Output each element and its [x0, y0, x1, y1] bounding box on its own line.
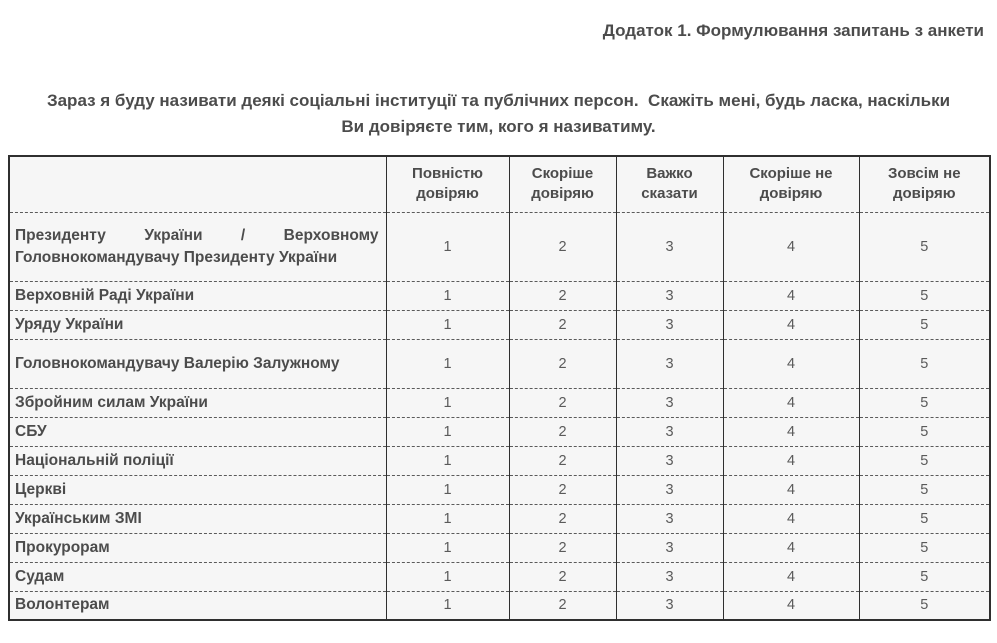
header-row: Повністю довіряю Скоріше довіряю Важко с…	[9, 156, 990, 212]
scale-value: 4	[722, 474, 859, 504]
scale-value: 1	[385, 561, 509, 591]
scale-value: 2	[508, 590, 616, 620]
table-row: Церкві 1 2 3 4 5	[9, 474, 990, 504]
scale-value: 5	[858, 280, 990, 310]
intro-paragraph: Зараз я буду називати деякі соціальні ін…	[46, 91, 955, 136]
scale-value: 2	[508, 387, 616, 417]
scale-value: 3	[615, 445, 723, 475]
table-row: Прокурорам 1 2 3 4 5	[9, 532, 990, 562]
scale-value: 5	[858, 561, 990, 591]
header-cell-fully-trust: Повністю довіряю	[385, 156, 509, 212]
scale-value: 4	[722, 309, 859, 339]
scale-value: 5	[858, 590, 990, 620]
scale-value: 4	[722, 416, 859, 446]
scale-value: 3	[615, 416, 723, 446]
row-label: Волонтерам	[9, 590, 386, 620]
scale-value: 3	[615, 532, 723, 562]
table-row: Українським ЗМІ 1 2 3 4 5	[9, 503, 990, 533]
scale-value: 1	[385, 532, 509, 562]
row-label: Національній поліції	[9, 445, 386, 475]
scale-value: 3	[615, 280, 723, 310]
scale-value: 1	[385, 211, 509, 281]
table-row: Судам 1 2 3 4 5	[9, 561, 990, 591]
table-body: Президенту України / Верховному Головнок…	[9, 211, 990, 620]
row-label: Церкві	[9, 474, 386, 504]
scale-value: 2	[508, 503, 616, 533]
scale-value: 2	[508, 532, 616, 562]
table-row: СБУ 1 2 3 4 5	[9, 416, 990, 446]
scale-value: 5	[858, 416, 990, 446]
row-label: Президенту України / Верховному Головнок…	[9, 211, 386, 281]
row-label: СБУ	[9, 416, 386, 446]
scale-value: 5	[858, 503, 990, 533]
scale-value: 2	[508, 474, 616, 504]
table-row: Президенту України / Верховному Головнок…	[9, 211, 990, 281]
scale-value: 3	[615, 387, 723, 417]
scale-value: 1	[385, 445, 509, 475]
scale-value: 4	[722, 561, 859, 591]
scale-value: 3	[615, 474, 723, 504]
scale-value: 5	[858, 474, 990, 504]
scale-value: 1	[385, 309, 509, 339]
scale-value: 2	[508, 416, 616, 446]
scale-value: 5	[858, 309, 990, 339]
scale-value: 5	[858, 387, 990, 417]
row-label: Головнокомандувачу Валерію Залужному	[9, 338, 386, 388]
header-cell-hard-to-say: Важко сказати	[615, 156, 723, 212]
trust-scale-table: Повністю довіряю Скоріше довіряю Важко с…	[8, 155, 991, 621]
table-row: Уряду України 1 2 3 4 5	[9, 309, 990, 339]
scale-value: 2	[508, 211, 616, 281]
scale-value: 5	[858, 338, 990, 388]
table-header: Повністю довіряю Скоріше довіряю Важко с…	[9, 156, 990, 212]
scale-value: 2	[508, 561, 616, 591]
scale-value: 5	[858, 211, 990, 281]
scale-value: 4	[722, 280, 859, 310]
scale-value: 1	[385, 416, 509, 446]
scale-value: 4	[722, 503, 859, 533]
scale-value: 1	[385, 280, 509, 310]
table-row: Волонтерам 1 2 3 4 5	[9, 590, 990, 620]
scale-value: 4	[722, 211, 859, 281]
row-label: Судам	[9, 561, 386, 591]
scale-value: 1	[385, 503, 509, 533]
scale-value: 2	[508, 280, 616, 310]
scale-value: 2	[508, 309, 616, 339]
scale-value: 1	[385, 387, 509, 417]
scale-value: 3	[615, 211, 723, 281]
scale-value: 5	[858, 532, 990, 562]
scale-value: 1	[385, 338, 509, 388]
scale-value: 3	[615, 503, 723, 533]
row-label: Верховній Раді України	[9, 280, 386, 310]
header-cell-rather-distrust: Скоріше не довіряю	[722, 156, 859, 212]
scale-value: 3	[615, 590, 723, 620]
page-title: Додаток 1. Формулювання запитань з анкет…	[602, 21, 984, 40]
scale-value: 3	[615, 561, 723, 591]
scale-value: 3	[615, 309, 723, 339]
header-cell-rather-trust: Скоріше довіряю	[508, 156, 616, 212]
scale-value: 4	[722, 590, 859, 620]
row-label: Уряду України	[9, 309, 386, 339]
row-label: Збройним силам України	[9, 387, 386, 417]
header-cell-empty	[9, 156, 386, 212]
row-label: Прокурорам	[9, 532, 386, 562]
scale-value: 4	[722, 532, 859, 562]
scale-value: 2	[508, 445, 616, 475]
table-row: Збройним силам України 1 2 3 4 5	[9, 387, 990, 417]
scale-value: 1	[385, 590, 509, 620]
scale-value: 4	[722, 445, 859, 475]
scale-value: 1	[385, 474, 509, 504]
table-row: Головнокомандувачу Валерію Залужному 1 2 3 4…	[9, 338, 990, 388]
scale-value: 3	[615, 338, 723, 388]
row-label: Українським ЗМІ	[9, 503, 386, 533]
scale-value: 4	[722, 387, 859, 417]
table-row: Національній поліції 1 2 3 4 5	[9, 445, 990, 475]
scale-value: 2	[508, 338, 616, 388]
header-cell-fully-distrust: Зовсім не довіряю	[858, 156, 990, 212]
scale-value: 4	[722, 338, 859, 388]
scale-value: 5	[858, 445, 990, 475]
table-row: Верховній Раді України 1 2 3 4 5	[9, 280, 990, 310]
